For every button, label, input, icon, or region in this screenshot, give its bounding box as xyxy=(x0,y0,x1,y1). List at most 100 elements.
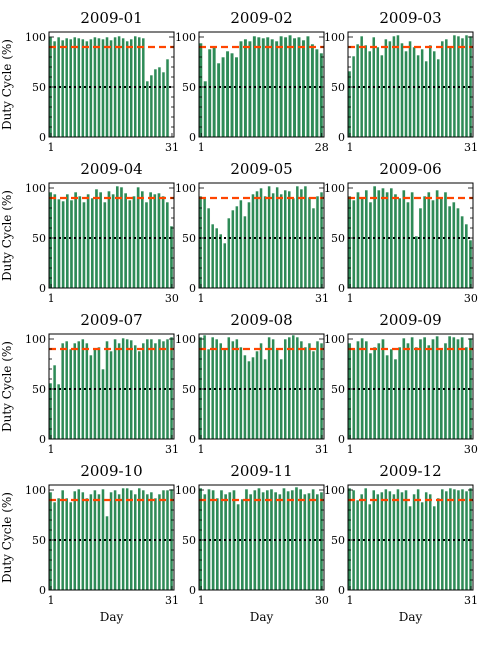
bar-day-2 xyxy=(52,193,57,289)
bar-day-20 xyxy=(275,186,280,289)
bar-day-19 xyxy=(422,195,427,289)
bar-day-24 xyxy=(144,201,149,289)
panel-2009-06: 2009-06 0 50 100 1 30 xyxy=(324,160,478,305)
bar-day-24 xyxy=(301,39,306,138)
bar-day-5 xyxy=(363,44,368,138)
bar-day-10 xyxy=(238,40,244,138)
y-tick-label: 0 xyxy=(338,584,345,597)
bar-day-19 xyxy=(123,192,128,289)
bar-day-8 xyxy=(376,342,381,440)
bar-day-22 xyxy=(435,335,440,440)
bar-day-15 xyxy=(406,342,410,440)
bar-day-25 xyxy=(444,38,449,138)
y-tick-label: 50 xyxy=(331,81,345,94)
y-tick-label: 100 xyxy=(324,484,345,497)
bar-day-22 xyxy=(432,505,437,591)
bar-day-21 xyxy=(428,493,433,591)
bar-day-21 xyxy=(279,358,284,440)
panel-title: 2009-08 xyxy=(230,311,292,329)
y-tick-label: 50 xyxy=(331,383,345,396)
y-axis-label: Duty Cycle (%) xyxy=(0,492,14,583)
bar-day-20 xyxy=(424,60,429,138)
bar-day-2 xyxy=(351,55,356,138)
bar-day-29 xyxy=(311,207,316,289)
bar-day-13 xyxy=(97,346,101,440)
bar-day-19 xyxy=(271,192,276,289)
bar-day-25 xyxy=(447,205,452,289)
bar-day-9 xyxy=(80,491,85,591)
x-axis-label: Day xyxy=(250,610,274,624)
x-tick-label-last: 30 xyxy=(165,292,179,305)
bar-day-30 xyxy=(464,34,469,138)
y-tick-label: 0 xyxy=(189,131,196,144)
bar-day-22 xyxy=(133,493,138,591)
bar-day-7 xyxy=(72,342,77,440)
bar-day-12 xyxy=(93,348,97,440)
bar-day-7 xyxy=(225,50,230,138)
bar-day-12 xyxy=(392,493,396,591)
bar-day-2 xyxy=(52,501,57,591)
panel-title: 2009-03 xyxy=(379,9,441,27)
y-tick-label: 50 xyxy=(182,534,196,547)
bar-day-21 xyxy=(132,195,136,289)
x-tick-label-last: 28 xyxy=(315,141,329,154)
bar-day-23 xyxy=(436,497,441,591)
y-axis-label: Duty Cycle (%) xyxy=(0,39,14,130)
bar-day-4 xyxy=(60,489,65,591)
bar-day-15 xyxy=(255,350,259,440)
x-tick-label-first: 1 xyxy=(347,594,354,607)
bar-day-17 xyxy=(115,185,120,289)
bar-day-3 xyxy=(207,48,212,138)
bar-day-16 xyxy=(408,505,412,591)
bar-day-11 xyxy=(89,493,93,591)
y-axis-label: Duty Cycle (%) xyxy=(0,341,14,432)
bar-day-18 xyxy=(418,207,423,289)
bar-day-10 xyxy=(84,40,89,138)
bar-day-24 xyxy=(294,486,299,591)
y-tick-label: 100 xyxy=(175,31,196,44)
bar-day-20 xyxy=(426,191,431,289)
bar-day-4 xyxy=(210,336,215,440)
bar-day-21 xyxy=(431,199,435,289)
bar-day-8 xyxy=(375,46,380,138)
bar-day-2 xyxy=(351,199,356,289)
y-tick-label: 100 xyxy=(25,333,46,346)
bar-day-25 xyxy=(295,185,300,289)
x-tick-label-last: 31 xyxy=(315,292,329,305)
bar-day-11 xyxy=(389,187,394,289)
bar-day-2 xyxy=(52,40,57,138)
bar-day-10 xyxy=(385,354,390,440)
bar-day-3 xyxy=(206,207,211,289)
bar-day-13 xyxy=(248,493,253,591)
bar-day-15 xyxy=(406,201,410,289)
panel-title: 2009-09 xyxy=(379,311,441,329)
y-tick-label: 0 xyxy=(338,433,345,446)
bar-day-5 xyxy=(364,340,369,440)
bar-day-20 xyxy=(424,491,429,591)
bar-day-7 xyxy=(223,493,228,591)
bar-day-30 xyxy=(464,490,469,591)
bar-day-15 xyxy=(105,515,109,591)
bar-day-20 xyxy=(127,199,132,289)
bar-day-3 xyxy=(355,499,360,591)
bar-day-14 xyxy=(251,193,255,289)
bar-day-5 xyxy=(364,189,369,289)
y-tick-label: 0 xyxy=(39,131,46,144)
bar-day-6 xyxy=(367,50,372,138)
bar-day-3 xyxy=(356,191,360,289)
panel-title: 2009-01 xyxy=(80,9,142,27)
x-tick-label-first: 1 xyxy=(48,443,55,456)
y-tick-label: 100 xyxy=(25,31,46,44)
bar-day-4 xyxy=(360,197,365,289)
bar-day-30 xyxy=(165,58,170,138)
y-tick-label: 50 xyxy=(331,534,345,547)
bar-day-25 xyxy=(145,493,150,591)
bar-day-9 xyxy=(379,54,384,138)
x-tick-label-first: 1 xyxy=(198,292,205,305)
panel-2009-04: 2009-04 0 50 100 1 30 Duty Cycle (%) xyxy=(0,160,179,305)
x-tick-label-first: 1 xyxy=(347,141,354,154)
bar-day-25 xyxy=(444,490,449,591)
x-tick-label-last: 31 xyxy=(315,443,329,456)
y-tick-label: 50 xyxy=(32,81,46,94)
